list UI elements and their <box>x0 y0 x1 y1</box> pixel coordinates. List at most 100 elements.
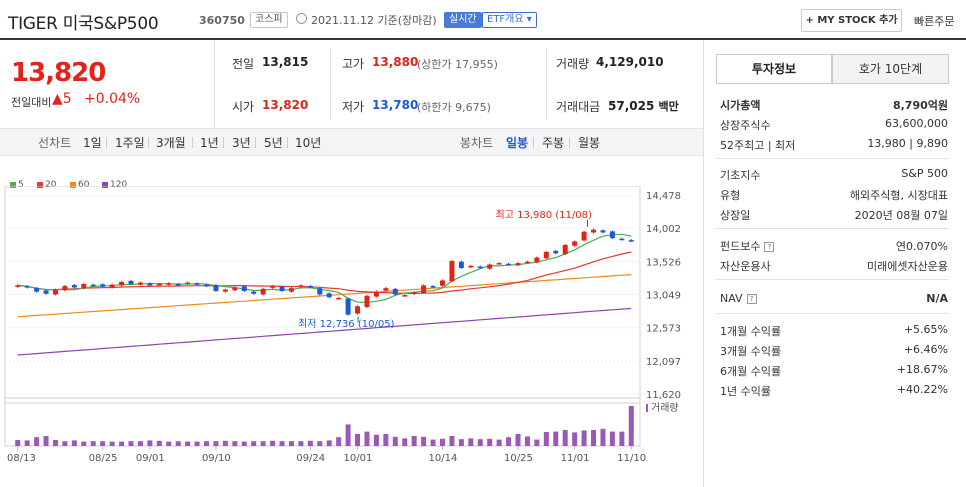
candle-body <box>156 283 162 286</box>
volume-bar <box>156 440 162 446</box>
legend-swatch <box>70 181 76 188</box>
y-tick-label: 13,049 <box>646 291 681 302</box>
volume-bar <box>355 434 361 446</box>
change-amount: 5 <box>62 91 72 107</box>
period-daily[interactable]: 일봉 <box>506 136 529 150</box>
period-10y[interactable]: 10년 <box>295 136 322 150</box>
candle-body <box>147 283 153 286</box>
volume-bar <box>609 431 615 446</box>
volume-bar <box>553 431 559 446</box>
volume-bar <box>194 441 200 446</box>
help-icon[interactable]: ? <box>746 294 757 304</box>
add-mystock-button[interactable]: + MY STOCK 추가 <box>801 9 902 32</box>
volume-bar <box>458 439 464 446</box>
x-tick-label: 09/24 <box>296 453 325 464</box>
period-3m[interactable]: 3개월 <box>156 136 186 150</box>
volume-bar <box>534 439 540 446</box>
amount-number: 57,025 <box>608 99 655 113</box>
lower-limit: (하한가 9,675) <box>417 101 491 114</box>
volume-bar <box>430 439 436 446</box>
candle-body <box>15 285 21 287</box>
candle-body <box>562 244 568 255</box>
candle-body <box>581 231 587 241</box>
nav-text: NAV <box>720 292 743 305</box>
return-1y-label: 1년 수익률 <box>720 385 771 398</box>
legend-swatch <box>37 181 43 188</box>
x-tick-label: 11/10 <box>617 453 646 464</box>
nav-value: N/A <box>926 292 948 305</box>
candle-body <box>392 288 398 295</box>
candle-body <box>619 238 625 241</box>
volume-bar <box>251 441 257 446</box>
amount-value: 57,025 백만 <box>608 98 679 114</box>
return-1m-value: +5.65% <box>903 323 948 336</box>
high-value: 13,880 <box>372 55 419 69</box>
volume-bar <box>515 434 521 446</box>
candle-body <box>194 283 200 285</box>
period-separator <box>255 137 256 148</box>
quick-order-button[interactable]: 빠른주문 <box>914 15 955 28</box>
period-separator <box>287 137 288 148</box>
open-label: 시가 <box>232 100 255 114</box>
period-weekly[interactable]: 주봉 <box>542 136 565 150</box>
candle-body <box>62 286 68 291</box>
help-icon[interactable]: ? <box>764 242 775 252</box>
return-3m-value: +6.46% <box>903 343 948 356</box>
candle-body <box>279 286 285 291</box>
candle-body <box>34 288 40 292</box>
volume-bar <box>43 436 49 446</box>
volume-bar <box>81 441 87 446</box>
change-value: ▲5 <box>52 91 72 107</box>
current-price: 13,820 <box>11 58 106 88</box>
volume-bar <box>288 441 294 446</box>
candle-body <box>260 288 266 295</box>
candle-body <box>477 266 483 269</box>
candle-body <box>345 298 351 315</box>
x-tick-label: 10/14 <box>428 453 457 464</box>
legend-ma60: 60 <box>70 180 89 190</box>
legend-swatch <box>10 181 16 188</box>
candle-body <box>439 280 445 286</box>
period-3y[interactable]: 3년 <box>232 136 251 150</box>
high-annotation: 최고 13,980 (11/08) <box>496 209 592 221</box>
volume-bar <box>119 441 125 446</box>
candle-body <box>572 241 578 246</box>
line-chart-label: 선차트 <box>38 136 72 150</box>
candle-body <box>591 229 597 233</box>
period-monthly[interactable]: 월봉 <box>578 136 601 150</box>
period-1y[interactable]: 1년 <box>200 136 219 150</box>
base-index-label: 기초지수 <box>720 169 761 182</box>
price-chart[interactable]: 14,478 14,002 13,526 13,049 12,573 12,097 11,6… <box>0 186 703 487</box>
legend-ma20: 20 <box>37 180 56 190</box>
candle-body <box>487 264 493 269</box>
candle-body <box>109 284 115 288</box>
volume-bar <box>373 434 379 446</box>
period-1w[interactable]: 1주일 <box>115 136 145 150</box>
tab-orderbook-10[interactable]: 호가 10단계 <box>832 54 949 84</box>
sidebar-divider <box>716 279 949 280</box>
tab-investment-info[interactable]: 투자정보 <box>716 54 832 84</box>
candle-body <box>496 263 502 265</box>
y-tick-label: 12,097 <box>646 357 681 368</box>
x-tick-label: 08/25 <box>89 453 118 464</box>
volume-bar <box>468 438 474 446</box>
sidebar-divider <box>716 313 949 314</box>
volume-bar <box>298 441 304 446</box>
realtime-badge[interactable]: 실시간 <box>444 12 482 28</box>
period-1d[interactable]: 1일 <box>83 136 102 150</box>
sidebar-divider <box>716 228 949 229</box>
candle-body <box>43 290 49 294</box>
candle-body <box>166 283 172 285</box>
volume-bar <box>487 438 493 446</box>
candle-body <box>119 281 125 286</box>
candle-body <box>175 283 181 286</box>
etf-overview-dropdown[interactable]: ETF개요 ▾ <box>482 12 537 28</box>
volume-bar <box>213 441 219 446</box>
upper-limit: (상한가 17,955) <box>417 58 498 71</box>
info-sidebar <box>703 40 966 487</box>
candle-body <box>383 288 389 291</box>
market-cap-label: 시가총액 <box>720 99 761 112</box>
return-1m-label: 1개월 수익률 <box>720 325 782 338</box>
period-5y[interactable]: 5년 <box>264 136 283 150</box>
amount-label: 거래대금 <box>556 100 601 114</box>
